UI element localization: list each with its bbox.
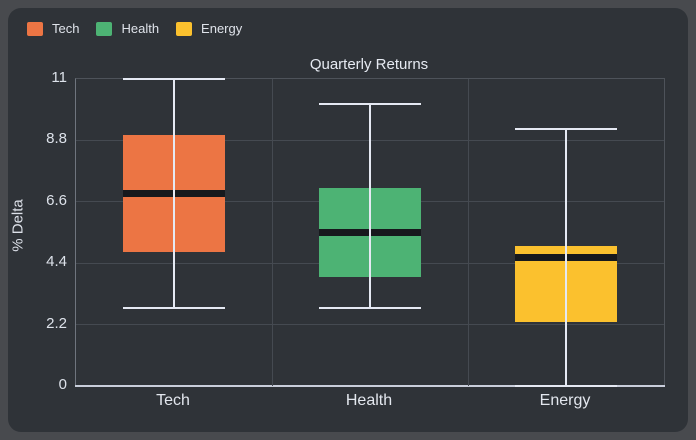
legend-label: Health: [121, 21, 160, 36]
x-tick-label: Energy: [539, 392, 591, 409]
gridline-horizontal: [76, 324, 664, 326]
y-tick-label: 11: [51, 69, 67, 86]
legend-item-tech[interactable]: Tech: [27, 21, 79, 36]
whisker-line: [173, 79, 175, 308]
plot-area: [75, 78, 665, 387]
y-tick-label: 8.8: [46, 130, 67, 148]
x-tick-label: Tech: [156, 392, 190, 409]
whisker-cap-bottom: [515, 385, 617, 387]
chart-panel: Tech Health Energy Quarterly Returns % Del…: [8, 8, 688, 432]
whisker-line: [565, 129, 567, 386]
whisker-cap-bottom: [123, 306, 225, 309]
whisker-cap-top: [123, 78, 225, 80]
gridline-vertical: [271, 79, 273, 386]
legend-item-health[interactable]: Health: [96, 21, 159, 36]
y-tick-label: 4.4: [46, 253, 67, 271]
gridline-vertical: [467, 79, 469, 386]
whisker-line: [369, 104, 371, 308]
chart-legend: Tech Health Energy: [27, 21, 242, 36]
x-tick-label: Health: [345, 392, 393, 409]
whisker-cap-top: [319, 103, 421, 106]
whisker-cap-bottom: [319, 306, 421, 309]
y-tick-label: 2.2: [46, 314, 67, 332]
legend-item-energy[interactable]: Energy: [176, 21, 242, 36]
y-tick-label: 6.6: [46, 191, 67, 209]
whisker-cap-top: [515, 128, 617, 131]
chart-title: Quarterly Returns: [309, 56, 429, 73]
legend-label: Energy: [201, 21, 243, 36]
legend-label: Tech: [52, 21, 80, 36]
x-axis-line: [75, 385, 665, 387]
legend-swatch-icon: [27, 21, 43, 36]
legend-swatch-icon: [176, 21, 193, 36]
y-tick-label: 0: [58, 376, 67, 393]
legend-swatch-icon: [96, 21, 113, 36]
